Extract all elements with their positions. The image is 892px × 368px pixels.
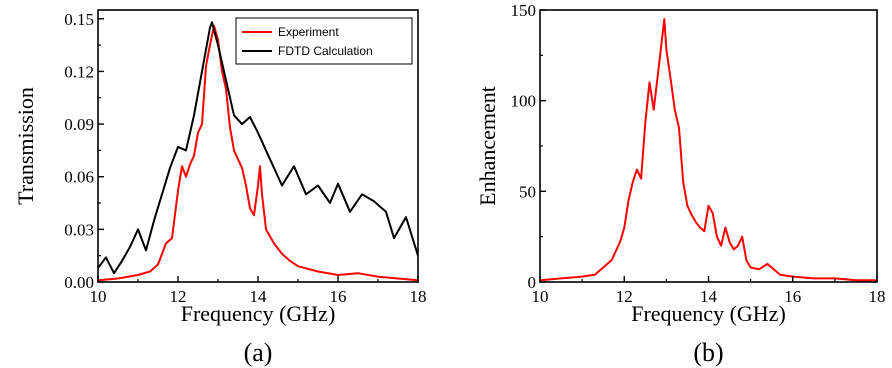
x-tick-label: 12: [170, 287, 187, 306]
y-tick-label: 0.00: [64, 273, 94, 292]
legend-box: [235, 17, 413, 65]
x-tick-label: 10: [532, 287, 549, 306]
x-tick-label: 12: [616, 287, 633, 306]
x-tick-label: 16: [784, 287, 801, 306]
x-tick-label: 14: [700, 287, 718, 306]
plot-frame: [539, 9, 878, 283]
y-axis-label: Enhancement: [475, 86, 500, 206]
y-tick-label: 0.15: [64, 10, 94, 29]
chart-panel-b: 10 12 14 16 18 0 50 100 150 Frequency (GHz) Enhanc…: [475, 1, 885, 367]
panel-label: (b): [693, 338, 723, 367]
y-tick-label: 100: [511, 92, 537, 111]
series-line-experiment: [98, 24, 418, 282]
x-axis-label: Frequency (GHz): [631, 301, 786, 326]
x-tick-label: 14: [250, 287, 268, 306]
y-tick-label: 150: [511, 1, 537, 20]
panel-label: (a): [244, 338, 273, 367]
y-axis-label: Transmission: [13, 87, 38, 205]
series-group: [98, 21, 418, 282]
series-group: [540, 18, 877, 282]
y-tick-label: 0.12: [64, 62, 94, 81]
x-tick-label: 18: [410, 287, 427, 306]
series-line-enhancement: [540, 18, 877, 282]
y-tick-label: 50: [519, 182, 536, 201]
x-tick-label: 10: [90, 287, 107, 306]
y-tick-label: 0.06: [64, 168, 94, 187]
x-tick-label: 18: [869, 287, 886, 306]
y-tick-label: 0.03: [64, 220, 94, 239]
chart-panel-a: 10 12 14 16 18 0.00 0.03 0.06 0.09 0.12 0.15 Freque…: [13, 9, 427, 367]
legend-label-experiment: Experiment: [278, 25, 339, 39]
x-tick-label: 16: [330, 287, 347, 306]
y-tick-label: 0.09: [64, 115, 94, 134]
series-line-fdtd-calculation: [98, 21, 418, 275]
legend: Experiment FDTD Calculation: [235, 17, 413, 65]
x-axis-label: Frequency (GHz): [181, 301, 336, 326]
y-tick-label: 0: [528, 273, 537, 292]
legend-label-fdtd-calculation: FDTD Calculation: [278, 44, 373, 58]
